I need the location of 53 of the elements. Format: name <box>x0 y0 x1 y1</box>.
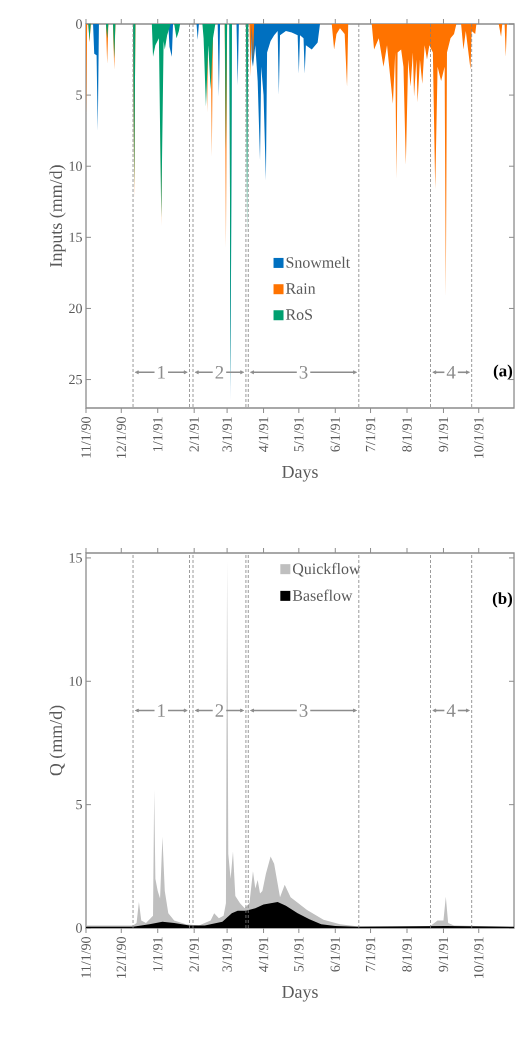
y-tick-label: 15 <box>69 553 82 563</box>
y-tick-label: 0 <box>76 923 82 933</box>
legend-label: RoS <box>285 309 312 320</box>
x-tick-label: 4/1/91 <box>258 937 269 972</box>
annotation: (b) <box>492 592 513 608</box>
x-tick-label: 3/1/91 <box>222 937 232 972</box>
x-axis-title: Days <box>282 985 318 1002</box>
x-tick-label: 12/1/90 <box>116 417 126 458</box>
x-tick-label: 2/1/91 <box>189 417 199 452</box>
x-tick-label: 9/1/91 <box>438 937 449 972</box>
y-tick-label: 25 <box>69 374 82 385</box>
y-tick-label: 15 <box>69 232 82 243</box>
legend-label: Quickflow <box>292 562 361 577</box>
y-tick-label: 10 <box>69 161 82 171</box>
annotation: 3 <box>299 365 308 379</box>
legend-label: Baseflow <box>292 589 353 601</box>
x-axis-title: Days <box>282 465 318 482</box>
annotation: (a) <box>493 364 513 380</box>
legend-label: Snowmelt <box>286 256 351 268</box>
y-axis-title: Q (mm/d) <box>49 705 66 776</box>
y-tick-label: 5 <box>76 90 82 100</box>
y-axis-title: Inputs (mm/d) <box>49 165 66 267</box>
x-tick-label: 2/1/91 <box>189 937 199 972</box>
y-tick-label: 0 <box>76 19 82 29</box>
x-tick-label: 10/1/91 <box>474 417 484 458</box>
legend-label: Rain <box>285 283 316 294</box>
x-tick-label: 1/1/91 <box>153 417 163 451</box>
annotation: 1 <box>158 366 165 379</box>
x-tick-label: 9/1/91 <box>438 417 449 452</box>
y-tick-label: 20 <box>69 303 82 314</box>
x-tick-label: 3/1/91 <box>222 417 232 452</box>
x-tick-label: 4/1/91 <box>258 417 269 452</box>
x-tick-label: 6/1/91 <box>330 937 340 972</box>
annotation: 3 <box>299 704 308 717</box>
x-tick-label: 6/1/91 <box>330 417 340 452</box>
annotation: 2 <box>215 366 224 379</box>
x-tick-label: 1/1/91 <box>153 937 163 971</box>
x-tick-label: 11/1/90 <box>81 417 91 458</box>
x-tick-label: 10/1/91 <box>474 937 484 978</box>
annotation: 1 <box>158 704 165 717</box>
annotation: 2 <box>215 704 224 717</box>
y-tick-label: 5 <box>76 800 82 810</box>
x-tick-label: 7/1/91 <box>365 937 376 972</box>
x-tick-label: 7/1/91 <box>365 417 376 452</box>
annotation: 4 <box>446 366 456 379</box>
x-tick-label: 11/1/90 <box>81 937 91 978</box>
annotation: 4 <box>446 704 456 717</box>
x-tick-label: 8/1/91 <box>402 937 412 972</box>
x-tick-label: 8/1/91 <box>402 417 412 452</box>
x-tick-label: 12/1/90 <box>116 937 126 978</box>
x-tick-label: 5/1/91 <box>294 937 304 972</box>
x-tick-label: 5/1/91 <box>294 417 304 452</box>
y-tick-label: 10 <box>69 676 82 686</box>
